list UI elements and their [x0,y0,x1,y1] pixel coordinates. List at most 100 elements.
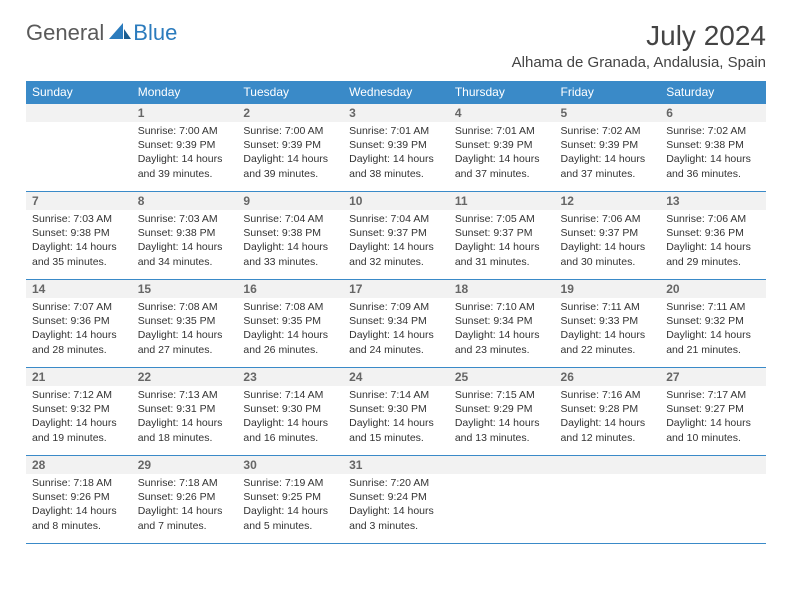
daylight-text: Daylight: 14 hours and 36 minutes. [666,152,760,180]
day-number: 31 [343,456,449,474]
daylight-text: Daylight: 14 hours and 21 minutes. [666,328,760,356]
day-number: 13 [660,192,766,210]
calendar-day-header: Wednesday [343,81,449,104]
day-number: 23 [237,368,343,386]
calendar-day-cell: 7Sunrise: 7:03 AMSunset: 9:38 PMDaylight… [26,192,132,280]
sunrise-text: Sunrise: 7:15 AM [455,388,549,402]
calendar-week-row: 1Sunrise: 7:00 AMSunset: 9:39 PMDaylight… [26,104,766,192]
calendar-day-cell: 24Sunrise: 7:14 AMSunset: 9:30 PMDayligh… [343,368,449,456]
day-number: 12 [555,192,661,210]
sunrise-text: Sunrise: 7:07 AM [32,300,126,314]
sunrise-text: Sunrise: 7:11 AM [666,300,760,314]
day-number: 15 [132,280,238,298]
daylight-text: Daylight: 14 hours and 39 minutes. [243,152,337,180]
sunset-text: Sunset: 9:24 PM [349,490,443,504]
sunrise-text: Sunrise: 7:00 AM [138,124,232,138]
calendar-day-cell: 8Sunrise: 7:03 AMSunset: 9:38 PMDaylight… [132,192,238,280]
calendar-day-cell: 27Sunrise: 7:17 AMSunset: 9:27 PMDayligh… [660,368,766,456]
day-body: Sunrise: 7:10 AMSunset: 9:34 PMDaylight:… [449,298,555,361]
day-number: 2 [237,104,343,122]
day-number [660,456,766,474]
day-number: 21 [26,368,132,386]
day-body: Sunrise: 7:00 AMSunset: 9:39 PMDaylight:… [237,122,343,185]
day-number: 27 [660,368,766,386]
sunrise-text: Sunrise: 7:06 AM [666,212,760,226]
sunrise-text: Sunrise: 7:14 AM [349,388,443,402]
day-number [555,456,661,474]
calendar-table: SundayMondayTuesdayWednesdayThursdayFrid… [26,81,766,544]
day-body: Sunrise: 7:02 AMSunset: 9:38 PMDaylight:… [660,122,766,185]
logo-text-blue: Blue [133,20,177,46]
sunrise-text: Sunrise: 7:00 AM [243,124,337,138]
day-number: 14 [26,280,132,298]
logo-sail-icon [109,21,131,46]
sunrise-text: Sunrise: 7:10 AM [455,300,549,314]
daylight-text: Daylight: 14 hours and 13 minutes. [455,416,549,444]
sunrise-text: Sunrise: 7:03 AM [32,212,126,226]
sunset-text: Sunset: 9:25 PM [243,490,337,504]
day-body: Sunrise: 7:18 AMSunset: 9:26 PMDaylight:… [26,474,132,537]
calendar-day-cell: 10Sunrise: 7:04 AMSunset: 9:37 PMDayligh… [343,192,449,280]
calendar-header-row: SundayMondayTuesdayWednesdayThursdayFrid… [26,81,766,104]
calendar-day-cell: 11Sunrise: 7:05 AMSunset: 9:37 PMDayligh… [449,192,555,280]
calendar-day-cell [26,104,132,192]
sunset-text: Sunset: 9:38 PM [32,226,126,240]
logo: General Blue [26,20,177,46]
sunset-text: Sunset: 9:36 PM [32,314,126,328]
daylight-text: Daylight: 14 hours and 31 minutes. [455,240,549,268]
day-number: 10 [343,192,449,210]
day-body: Sunrise: 7:08 AMSunset: 9:35 PMDaylight:… [237,298,343,361]
day-body: Sunrise: 7:17 AMSunset: 9:27 PMDaylight:… [660,386,766,449]
calendar-day-header: Saturday [660,81,766,104]
sunset-text: Sunset: 9:31 PM [138,402,232,416]
day-body: Sunrise: 7:13 AMSunset: 9:31 PMDaylight:… [132,386,238,449]
daylight-text: Daylight: 14 hours and 30 minutes. [561,240,655,268]
day-number: 17 [343,280,449,298]
sunrise-text: Sunrise: 7:02 AM [561,124,655,138]
daylight-text: Daylight: 14 hours and 37 minutes. [455,152,549,180]
day-number [26,104,132,122]
calendar-day-header: Monday [132,81,238,104]
day-number [449,456,555,474]
sunset-text: Sunset: 9:39 PM [349,138,443,152]
sunrise-text: Sunrise: 7:06 AM [561,212,655,226]
calendar-day-header: Friday [555,81,661,104]
day-number: 18 [449,280,555,298]
daylight-text: Daylight: 14 hours and 28 minutes. [32,328,126,356]
sunrise-text: Sunrise: 7:19 AM [243,476,337,490]
calendar-day-cell: 26Sunrise: 7:16 AMSunset: 9:28 PMDayligh… [555,368,661,456]
logo-text-general: General [26,20,104,46]
daylight-text: Daylight: 14 hours and 8 minutes. [32,504,126,532]
sunrise-text: Sunrise: 7:08 AM [243,300,337,314]
sunset-text: Sunset: 9:26 PM [138,490,232,504]
calendar-day-header: Tuesday [237,81,343,104]
daylight-text: Daylight: 14 hours and 15 minutes. [349,416,443,444]
daylight-text: Daylight: 14 hours and 38 minutes. [349,152,443,180]
day-body: Sunrise: 7:03 AMSunset: 9:38 PMDaylight:… [132,210,238,273]
day-body: Sunrise: 7:09 AMSunset: 9:34 PMDaylight:… [343,298,449,361]
day-body: Sunrise: 7:14 AMSunset: 9:30 PMDaylight:… [343,386,449,449]
day-number: 9 [237,192,343,210]
sunset-text: Sunset: 9:34 PM [455,314,549,328]
day-body: Sunrise: 7:14 AMSunset: 9:30 PMDaylight:… [237,386,343,449]
sunset-text: Sunset: 9:35 PM [138,314,232,328]
calendar-day-cell: 19Sunrise: 7:11 AMSunset: 9:33 PMDayligh… [555,280,661,368]
sunrise-text: Sunrise: 7:18 AM [32,476,126,490]
sunset-text: Sunset: 9:39 PM [243,138,337,152]
sunset-text: Sunset: 9:37 PM [349,226,443,240]
daylight-text: Daylight: 14 hours and 27 minutes. [138,328,232,356]
day-number: 30 [237,456,343,474]
sunset-text: Sunset: 9:39 PM [138,138,232,152]
calendar-day-cell: 23Sunrise: 7:14 AMSunset: 9:30 PMDayligh… [237,368,343,456]
calendar-day-cell: 29Sunrise: 7:18 AMSunset: 9:26 PMDayligh… [132,456,238,544]
daylight-text: Daylight: 14 hours and 18 minutes. [138,416,232,444]
sunrise-text: Sunrise: 7:03 AM [138,212,232,226]
daylight-text: Daylight: 14 hours and 26 minutes. [243,328,337,356]
day-number: 24 [343,368,449,386]
sunrise-text: Sunrise: 7:18 AM [138,476,232,490]
calendar-day-cell: 28Sunrise: 7:18 AMSunset: 9:26 PMDayligh… [26,456,132,544]
sunset-text: Sunset: 9:38 PM [138,226,232,240]
calendar-day-cell: 21Sunrise: 7:12 AMSunset: 9:32 PMDayligh… [26,368,132,456]
sunset-text: Sunset: 9:32 PM [666,314,760,328]
calendar-day-cell: 5Sunrise: 7:02 AMSunset: 9:39 PMDaylight… [555,104,661,192]
